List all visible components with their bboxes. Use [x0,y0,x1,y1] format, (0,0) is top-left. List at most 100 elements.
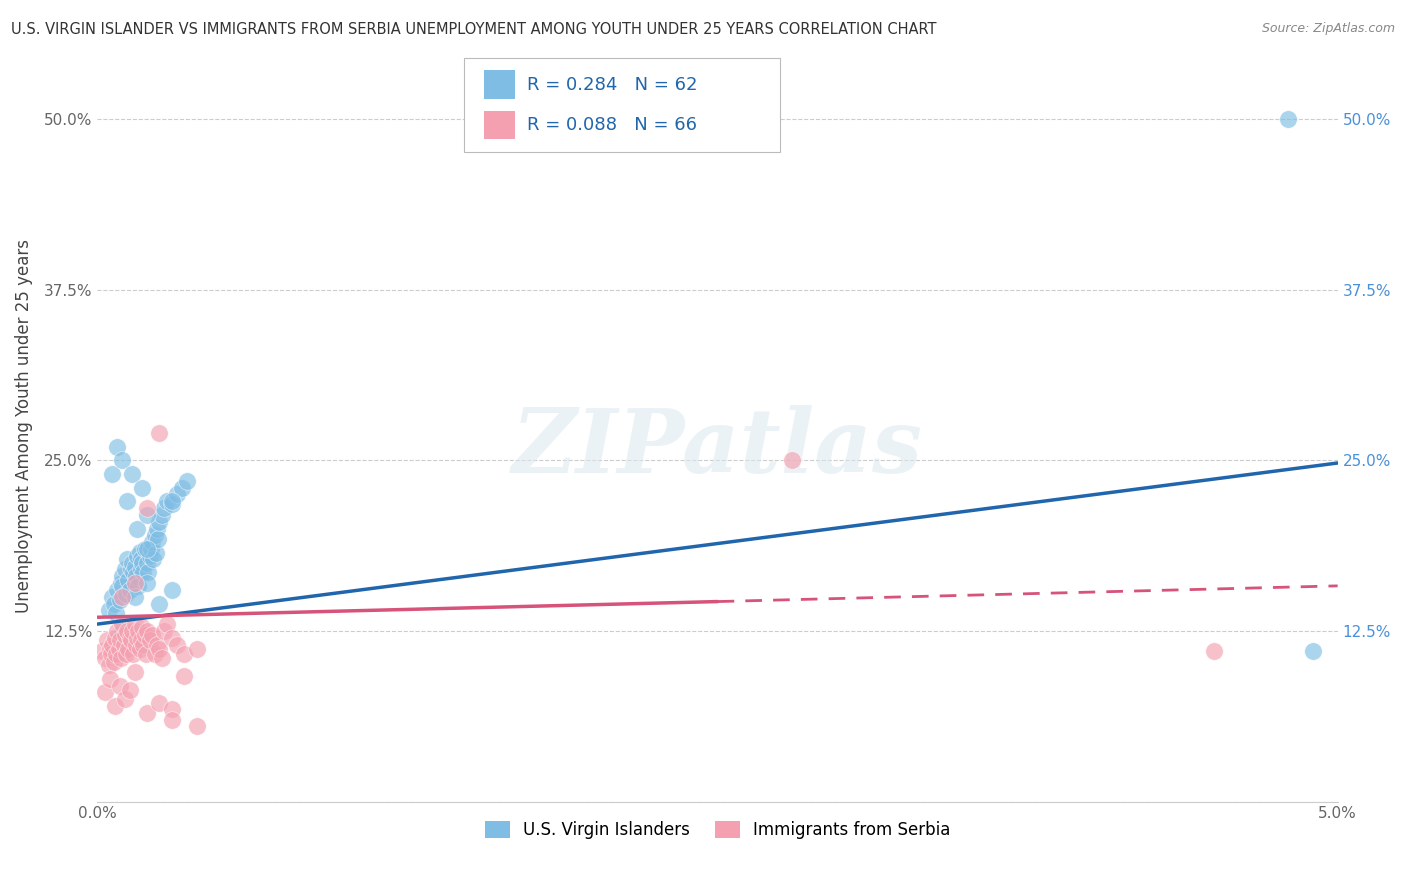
Point [121,624,143,638]
Point [101,590,124,604]
Point [1277,112,1299,126]
Point [129,551,152,566]
Point [141,628,163,642]
Point [127,549,149,563]
Point [121,467,143,481]
Point [136,706,159,720]
Point [124,559,146,574]
Point [136,565,159,579]
Point [101,638,124,652]
Point [780,453,803,467]
Point [129,562,152,576]
Point [98,641,121,656]
Point [132,565,155,579]
Point [124,617,146,632]
Point [111,590,134,604]
Point [131,620,153,634]
Point [114,692,136,706]
Point [148,515,170,529]
Point [146,522,169,536]
Point [1202,644,1225,658]
Point [125,569,148,583]
Point [156,617,179,632]
Point [160,702,183,716]
Point [125,638,148,652]
Point [112,638,135,652]
Point [136,541,159,556]
Point [150,508,173,522]
Point [117,641,139,656]
Point [115,587,138,601]
Point [141,535,163,549]
Point [124,576,146,591]
Point [134,628,156,642]
Point [122,565,145,579]
Point [94,651,117,665]
Point [97,603,120,617]
Point [153,501,176,516]
Point [156,494,179,508]
Point [127,631,149,645]
Point [136,576,159,591]
Point [142,551,165,566]
Point [115,624,138,638]
Point [148,533,170,547]
Point [111,617,134,632]
Point [103,656,125,670]
Point [134,541,156,556]
Point [108,592,131,607]
Point [107,641,129,656]
Point [1302,644,1324,658]
Point [101,467,124,481]
Point [105,440,128,454]
Point [139,541,162,556]
Point [115,494,138,508]
Point [98,672,121,686]
Point [138,549,160,563]
Point [97,658,120,673]
Point [131,556,153,570]
Point [160,713,183,727]
Point [148,425,170,440]
Point [136,624,159,638]
Point [136,508,159,522]
Text: R = 0.088   N = 66: R = 0.088 N = 66 [527,116,697,134]
Point [186,641,208,656]
Point [111,579,134,593]
Point [115,551,138,566]
Text: R = 0.284   N = 62: R = 0.284 N = 62 [527,76,697,94]
Point [186,719,208,733]
Point [160,494,183,508]
Point [150,651,173,665]
Point [166,487,188,501]
Point [105,647,128,661]
Text: ZIPatlas: ZIPatlas [512,405,924,491]
Point [173,669,195,683]
Point [148,641,170,656]
Point [143,528,166,542]
Point [114,628,136,642]
Point [111,569,134,583]
Point [135,647,157,661]
Point [91,644,114,658]
Point [104,698,127,713]
Point [166,638,188,652]
Point [120,633,142,648]
Point [118,682,141,697]
Point [121,556,143,570]
Point [94,685,117,699]
Point [148,597,170,611]
Point [143,647,166,661]
Point [127,522,149,536]
Point [170,481,193,495]
Point [148,696,170,710]
Point [100,647,122,661]
Point [129,633,152,648]
Point [146,638,169,652]
Point [176,474,198,488]
Point [120,562,142,576]
Point [105,606,128,620]
Point [173,647,195,661]
Point [128,641,150,656]
Point [127,624,149,638]
